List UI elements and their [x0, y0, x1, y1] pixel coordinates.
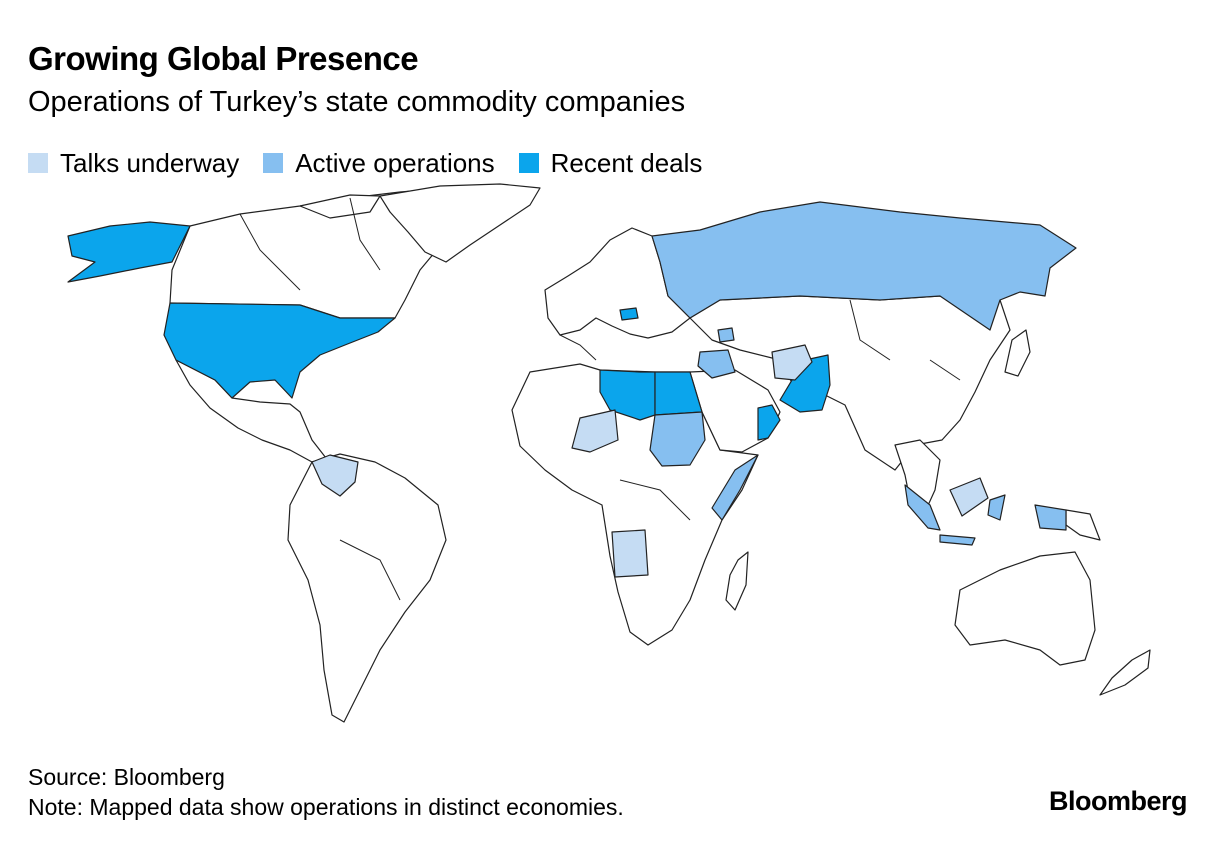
country-hungary — [619, 307, 639, 321]
country-angola — [611, 529, 649, 578]
land-europe — [544, 227, 691, 339]
legend-swatch-recent — [518, 153, 539, 173]
country-indonesia-sumatra — [904, 484, 941, 531]
country-united-states — [163, 302, 396, 399]
map-detail-lines — [239, 197, 961, 601]
chart-title: Growing Global Presence — [28, 40, 419, 77]
source-note: Source: Bloomberg — [28, 764, 225, 790]
country-malaysia — [949, 477, 989, 517]
country-iraq — [697, 349, 736, 379]
land-madagascar — [725, 551, 749, 611]
country-oman — [757, 404, 781, 441]
country-sudan — [649, 411, 706, 467]
legend-item-recent: Recent deals — [518, 147, 703, 179]
land-japan — [1004, 329, 1031, 377]
land-australia — [954, 551, 1096, 666]
legend-swatch-talks — [28, 153, 48, 173]
land-arctic-islands — [299, 194, 381, 219]
world-map — [67, 183, 1151, 723]
country-indonesia-papua — [1034, 504, 1067, 531]
land-southeast-asia — [894, 439, 941, 513]
legend: Talks underway Active operations Recent … — [28, 146, 726, 180]
data-note: Note: Mapped data show operations in dis… — [28, 794, 624, 820]
land-papua-new-guinea — [1065, 509, 1101, 541]
legend-item-talks: Talks underway — [28, 148, 239, 179]
country-libya — [599, 369, 656, 421]
country-niger — [571, 409, 619, 453]
country-somalia — [711, 454, 759, 521]
country-afghanistan — [771, 344, 813, 381]
legend-label-talks: Talks underway — [60, 147, 240, 178]
land-south-america — [287, 453, 447, 723]
legend-label-active: Active operations — [295, 147, 495, 178]
country-indonesia-sulawesi — [987, 494, 1006, 521]
country-venezuela — [311, 454, 359, 497]
chart-subtitle: Operations of Turkey’s state commodity c… — [28, 86, 686, 118]
country-russia — [651, 201, 1077, 331]
highlighted-countries — [67, 201, 1077, 578]
land-greenland — [379, 183, 541, 263]
country-alaska-usa — [67, 221, 191, 283]
country-azerbaijan — [717, 327, 735, 343]
bloomberg-logo: Bloomberg — [1048, 786, 1188, 816]
legend-swatch-active — [263, 153, 284, 173]
legend-item-active: Active operations — [263, 147, 495, 179]
country-indonesia-java — [939, 534, 976, 546]
country-pakistan — [779, 354, 831, 413]
land-new-zealand — [1099, 649, 1151, 696]
legend-label-recent: Recent deals — [550, 147, 703, 178]
